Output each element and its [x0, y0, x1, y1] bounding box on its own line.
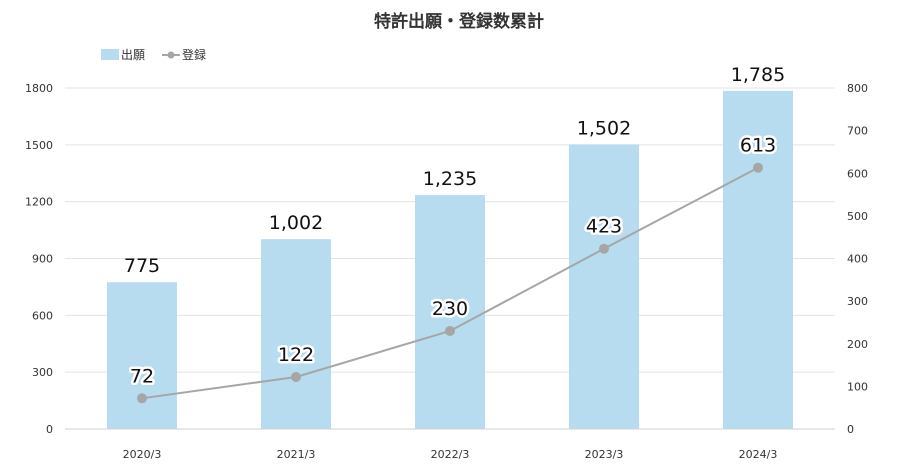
bar	[723, 90, 793, 429]
y-left-tick-label: 900	[32, 253, 53, 266]
legend-bar-swatch	[101, 49, 119, 60]
x-tick-label: 2022/3	[431, 448, 470, 461]
y-left-tick-label: 0	[46, 423, 53, 436]
bar	[107, 282, 177, 429]
registration-line	[137, 162, 763, 404]
data-labels: 775 1,002 1,235 1,502 1,785 72 122 230 423 613	[124, 64, 785, 390]
line-point	[137, 393, 147, 404]
bar	[569, 144, 639, 429]
axes: 0 300 600 900 1200 1500 1800 0 100 200 300 400 500 60…	[25, 82, 868, 461]
legend-label-applications: 出願	[121, 48, 145, 62]
line-value-label: 230	[432, 298, 468, 320]
bar-value-label: 1,235	[423, 168, 477, 190]
y-right-tick-label: 700	[847, 125, 868, 138]
line-value-label: 122	[278, 344, 314, 366]
line-value-label: 72	[130, 365, 154, 387]
x-tick-label: 2021/3	[277, 448, 316, 461]
y-right-tick-label: 200	[847, 338, 868, 351]
y-right-tick-label: 100	[847, 380, 868, 393]
y-left-tick-label: 600	[32, 309, 53, 322]
y-left-tick-label: 300	[32, 366, 53, 379]
chart-title: 特許出願・登録数累計	[374, 11, 544, 32]
y-right-tick-label: 400	[847, 253, 868, 266]
y-right-tick-label: 600	[847, 167, 868, 180]
bar-value-label: 1,785	[731, 64, 785, 86]
legend: 出願 登録	[101, 47, 206, 62]
bar-value-label: 1,502	[577, 117, 631, 139]
line-point	[599, 243, 609, 254]
x-tick-label: 2024/3	[739, 448, 778, 461]
x-tick-label: 2020/3	[123, 448, 162, 461]
bar	[415, 195, 485, 429]
line-point	[445, 325, 455, 336]
bars	[107, 90, 793, 429]
y-left-tick-label: 1800	[25, 82, 53, 95]
y-left-tick-label: 1200	[25, 196, 53, 209]
legend-line-marker	[167, 51, 175, 59]
line-point	[291, 371, 301, 382]
y-right-tick-label: 300	[847, 295, 868, 308]
legend-label-registrations: 登録	[182, 47, 206, 62]
bar	[261, 239, 331, 429]
line-value-label: 423	[586, 216, 622, 238]
line-point	[753, 162, 763, 173]
bar-value-label: 1,002	[269, 212, 323, 234]
y-right-tick-label: 0	[847, 423, 854, 436]
line-value-label: 613	[740, 135, 776, 157]
y-right-tick-label: 500	[847, 210, 868, 223]
y-left-tick-label: 1500	[25, 139, 53, 152]
x-tick-label: 2023/3	[585, 448, 624, 461]
y-right-tick-label: 800	[847, 82, 868, 95]
bar-value-label: 775	[124, 255, 160, 277]
